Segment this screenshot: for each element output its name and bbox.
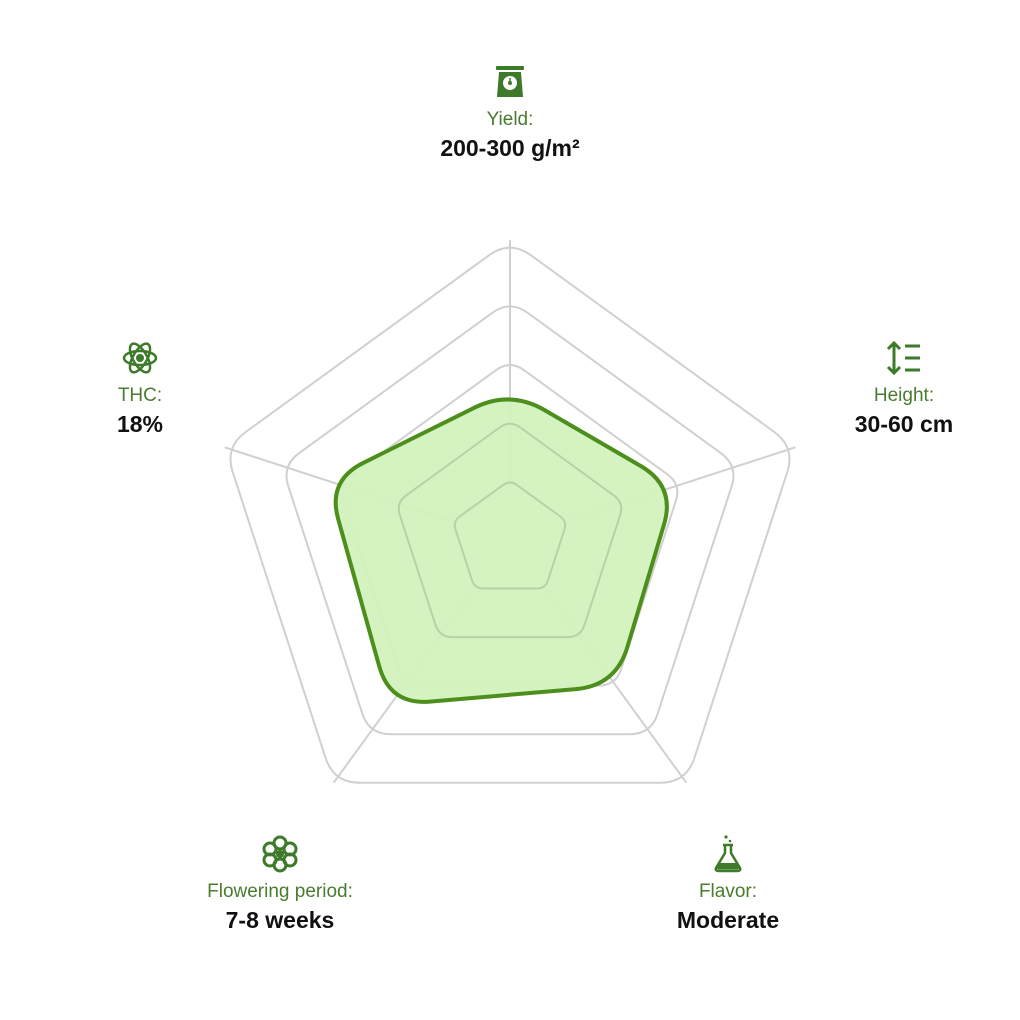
inner-grid-ring-2 <box>397 422 623 639</box>
flask-icon <box>714 835 742 873</box>
axis-label-yield: Yield: <box>486 109 534 130</box>
axis-value-thc: 18% <box>116 411 164 437</box>
axis-label-height: Height: <box>873 385 935 406</box>
axis-value-flavor: Moderate <box>676 907 780 933</box>
axis-value-flowering: 7-8 weeks <box>225 907 335 933</box>
axis-value-height: 30-60 cm <box>854 411 954 437</box>
atom-icon <box>122 342 158 374</box>
axis-thc: THC: 18% <box>10 338 270 440</box>
axis-value-yield: 200-300 g/m² <box>440 135 580 161</box>
grid-ring-4 <box>285 305 735 736</box>
axis-label-flowering: Flowering period: <box>207 881 353 902</box>
scale-icon <box>496 66 524 97</box>
axis-flavor: Flavor: Moderate <box>598 834 858 936</box>
axis-yield: Yield: 200-300 g/m² <box>380 62 640 164</box>
axis-label-thc: THC: <box>117 385 163 406</box>
radar-series <box>333 397 669 704</box>
inner-grid-ring-1 <box>453 481 567 590</box>
radar-area <box>333 397 669 704</box>
height-icon <box>886 340 920 376</box>
axis-height: Height: 30-60 cm <box>774 338 1020 440</box>
flower-icon <box>262 835 298 873</box>
axis-flowering: Flowering period: 7-8 weeks <box>150 834 410 936</box>
grid-ring-5 <box>229 246 791 784</box>
axis-label-flavor: Flavor: <box>698 881 758 902</box>
